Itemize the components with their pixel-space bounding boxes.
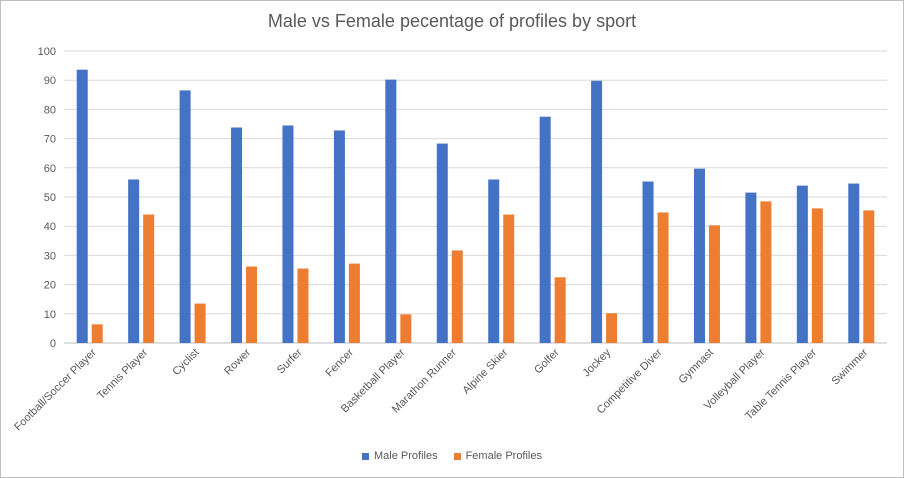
x-tick-label: Jockey [581, 346, 614, 379]
y-tick-label: 10 [44, 309, 56, 321]
x-tick-label: Golfer [532, 346, 562, 376]
female-bar [91, 324, 103, 343]
male-bar [693, 168, 705, 343]
y-tick-label: 0 [50, 338, 56, 350]
legend-swatch-male [362, 452, 369, 460]
male-bar [282, 125, 294, 344]
bars [76, 69, 875, 344]
male-bar [848, 183, 860, 343]
x-tick-label: Tennis Player [95, 346, 150, 401]
female-bar [451, 250, 463, 343]
y-axis-ticks: 0 10 20 30 40 50 60 70 80 90 100 [38, 46, 56, 350]
female-bar [708, 225, 720, 343]
female-bar [503, 214, 515, 343]
legend-item-male: Male Profiles [362, 450, 438, 462]
y-tick-label: 40 [44, 221, 56, 233]
x-tick-label: Alpine Skier [460, 346, 510, 396]
y-tick-label: 90 [44, 75, 56, 87]
female-bar [606, 313, 618, 343]
y-tick-label: 70 [44, 134, 56, 146]
x-tick-label: Rower [222, 346, 253, 377]
female-bar [297, 268, 309, 343]
female-bar [863, 210, 875, 343]
female-bar [194, 303, 206, 343]
male-bar [128, 179, 140, 343]
male-bar [385, 79, 397, 343]
male-bar [436, 143, 448, 343]
x-tick-label: Fencer [323, 346, 356, 379]
male-bar [642, 181, 654, 343]
male-bar [231, 127, 243, 343]
legend-swatch-female [453, 452, 461, 460]
y-tick-label: 60 [44, 163, 56, 175]
female-bar [760, 201, 772, 343]
male-bar [76, 69, 88, 344]
x-tick-label: Gymnast [676, 347, 716, 387]
x-tick-label: Cyclist [170, 347, 201, 378]
legend-item-female: Female Profiles [453, 450, 542, 462]
male-bar [488, 179, 500, 343]
chart-title: Male vs Female pecentage of profiles by … [267, 11, 637, 31]
x-tick-label: Football/Soccer Player [12, 346, 99, 433]
y-tick-label: 20 [44, 280, 56, 292]
female-bar [554, 277, 566, 343]
legend: Male Profiles Female Profiles [1, 450, 903, 462]
female-bar [143, 214, 155, 343]
female-bar [657, 212, 669, 343]
male-bar [745, 192, 757, 343]
x-tick-label: Surfer [275, 346, 305, 376]
female-bar [400, 314, 412, 343]
legend-label-male: Male Profiles [374, 450, 438, 462]
y-tick-label: 80 [44, 104, 56, 116]
male-bar [333, 130, 345, 343]
y-tick-label: 100 [38, 46, 56, 58]
male-bar [591, 80, 603, 343]
legend-label-female: Female Profiles [465, 450, 542, 462]
x-tick-label: Swimmer [830, 346, 871, 387]
male-bar [796, 185, 808, 343]
y-tick-label: 50 [44, 192, 56, 204]
y-tick-label: 30 [44, 250, 56, 262]
female-bar [811, 208, 823, 343]
male-bar [179, 90, 191, 343]
female-bar [246, 266, 258, 343]
female-bar [348, 263, 360, 343]
male-bar [539, 116, 551, 343]
